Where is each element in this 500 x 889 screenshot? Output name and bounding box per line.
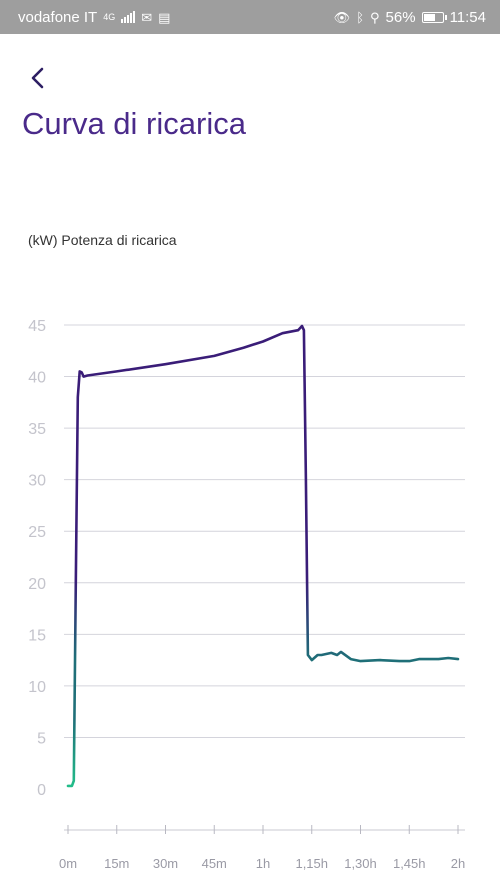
battery-icon: [421, 11, 447, 23]
grid-lines: [64, 324, 465, 738]
bluetooth-icon: ᛒ: [356, 9, 364, 25]
y-tick-labels: 0 5 10 15 20 25 30 35 40 45: [28, 318, 46, 799]
x-tick-label: 2h: [451, 856, 465, 871]
charging-power-line: [66, 324, 460, 788]
y-tick-label: 5: [37, 730, 46, 747]
x-tick-label: 1,15h: [295, 856, 328, 871]
y-tick-label: 25: [28, 524, 46, 541]
network-type: 4G: [103, 11, 116, 22]
y-tick-label: 45: [28, 318, 46, 335]
x-tick-label: 30m: [153, 856, 178, 871]
y-tick-label: 40: [28, 370, 46, 387]
status-left: vodafone IT 4G ✉ ▤: [18, 9, 170, 26]
status-right: 👁 ᛒ ⚲ 56% 11:54: [334, 9, 486, 26]
mail-icon: ✉: [141, 9, 153, 25]
x-tick-label: 1h: [256, 856, 270, 871]
x-tick-label: 0m: [59, 856, 77, 871]
clock: 11:54: [449, 8, 486, 26]
eye-icon: 👁: [333, 9, 351, 25]
y-tick-label: 20: [28, 576, 46, 593]
signal-icon: [121, 11, 136, 23]
y-tick-label: 15: [28, 627, 46, 644]
x-tick-label: 1,45h: [393, 856, 426, 871]
x-tick-label: 45m: [202, 856, 227, 871]
x-tick-labels: 0m 15m 30m 45m 1h 1,15h 1,30h 1,45h 2h: [59, 856, 465, 871]
y-tick-label: 30: [28, 473, 46, 490]
y-tick-label: 10: [28, 679, 46, 696]
status-bar: vodafone IT 4G ✉ ▤ 👁 ᛒ ⚲ 56% 11:54: [0, 0, 500, 34]
y-tick-label: 35: [28, 421, 46, 438]
battery-percent: 56%: [385, 8, 416, 26]
chevron-left-icon: [31, 67, 44, 89]
x-tick-label: 1,30h: [344, 856, 377, 871]
calendar-icon: ▤: [158, 9, 171, 25]
carrier-name: vodafone IT: [18, 8, 98, 26]
charging-curve-chart: 0 5 10 15 20 25 30 35 40 45 0m 15m 30m 45m 1h 1,15h 1,3…: [28, 318, 465, 871]
x-tick-label: 15m: [104, 856, 129, 871]
y-tick-label: 0: [37, 782, 46, 799]
x-axis: [64, 825, 465, 834]
page-title: Curva di ricarica: [22, 106, 246, 141]
back-button[interactable]: [22, 62, 54, 94]
chart-y-axis-label: (kW) Potenza di ricarica: [28, 232, 177, 248]
location-icon: ⚲: [370, 9, 380, 25]
